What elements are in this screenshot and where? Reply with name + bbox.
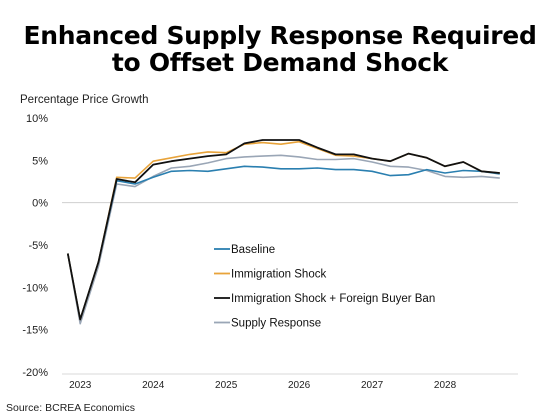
y-tick-label-1: 5%	[32, 155, 48, 167]
y-tick-label-0: 10%	[26, 113, 48, 125]
x-tick-label-5: 2028	[434, 380, 457, 391]
y-tick-label-3: -5%	[28, 240, 48, 252]
y-tick-label-2: 0%	[32, 198, 48, 210]
x-tick-label-4: 2027	[361, 380, 384, 391]
chart-title-line-2: to Offset Demand Shock	[111, 48, 449, 77]
chart-title: Enhanced Supply Response Required to Off…	[0, 22, 560, 76]
x-tick-label-0: 2023	[69, 380, 92, 391]
y-tick-label-6: -20%	[22, 367, 48, 379]
legend-label-1: Immigration Shock	[231, 269, 326, 281]
x-tick-label-3: 2026	[288, 380, 311, 391]
y-axis-label: Percentage Price Growth	[20, 94, 149, 106]
chart-title-line-1: Enhanced Supply Response Required	[23, 21, 537, 50]
y-tick-label-4: -10%	[22, 282, 48, 294]
y-tick-label-5: -15%	[22, 325, 48, 337]
series-line-2	[66, 139, 500, 321]
series-line-0	[67, 165, 500, 321]
x-tick-label-1: 2024	[142, 380, 165, 391]
series-line-3	[67, 154, 500, 325]
legend-label-0: Baseline	[231, 244, 275, 256]
legend-label-2: Immigration Shock + Foreign Buyer Ban	[231, 293, 435, 305]
legend-label-3: Supply Response	[231, 318, 321, 330]
x-tick-label-2: 2025	[215, 380, 238, 391]
source-note: Source: BCREA Economics	[6, 402, 135, 414]
